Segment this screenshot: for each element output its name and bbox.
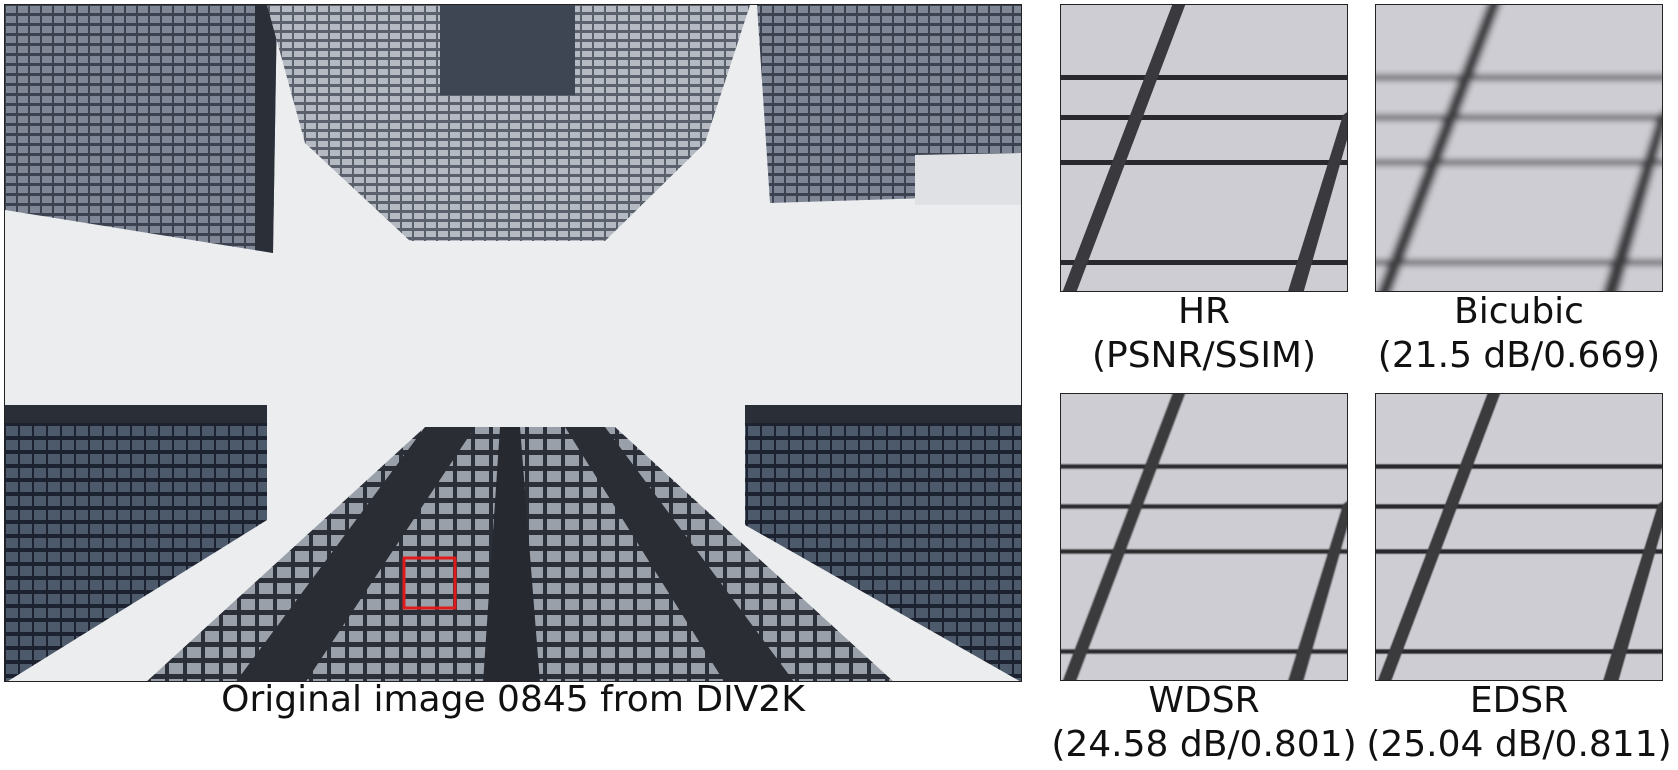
crop-metrics-bicubic: (21.5 dB/0.669): [1377, 335, 1661, 376]
original-image-caption: Original image 0845 from DIV2K: [221, 679, 805, 720]
zoomed-facade-crop: [1061, 394, 1347, 680]
crop-highlight-box: [402, 556, 457, 610]
crop-panel-wdsr: [1060, 393, 1348, 681]
crop-label-bicubic: Bicubic: [1454, 291, 1584, 332]
original-image-panel: [4, 4, 1022, 682]
zoomed-facade-crop: [1376, 394, 1662, 680]
zoomed-facade-crop: [1376, 5, 1662, 291]
crop-metrics-edsr: (25.04 dB/0.811): [1366, 724, 1672, 765]
crop-metrics-wdsr: (24.58 dB/0.801): [1051, 724, 1357, 765]
crop-panel-bicubic: [1375, 4, 1663, 292]
crop-label-wdsr: WDSR: [1148, 680, 1260, 721]
zoomed-facade-crop: [1061, 5, 1347, 291]
crop-panel-hr: [1060, 4, 1348, 292]
crop-label-hr: HR: [1177, 291, 1231, 332]
crop-label-edsr: EDSR: [1469, 680, 1569, 721]
crop-metrics-hr: (PSNR/SSIM): [1091, 335, 1317, 376]
crop-panel-edsr: [1375, 393, 1663, 681]
building-photo: [5, 5, 1021, 681]
